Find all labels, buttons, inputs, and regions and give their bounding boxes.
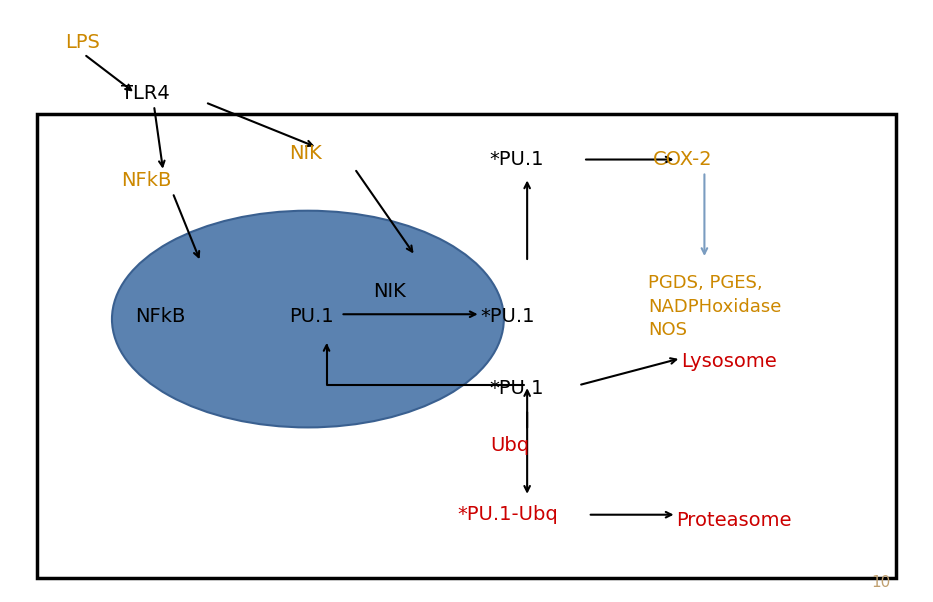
Text: LPS: LPS (65, 33, 100, 52)
Text: TLR4: TLR4 (121, 84, 170, 103)
Text: PGDS, PGES,
NADPHoxidase
NOS: PGDS, PGES, NADPHoxidase NOS (648, 274, 782, 339)
Text: NFkB: NFkB (121, 171, 172, 190)
Text: *PU.1: *PU.1 (490, 379, 544, 398)
Text: Ubq: Ubq (490, 436, 529, 455)
Text: COX-2: COX-2 (653, 150, 713, 169)
Text: PU.1: PU.1 (289, 306, 334, 326)
Text: NIK: NIK (373, 282, 406, 302)
Text: NFkB: NFkB (135, 306, 186, 326)
Text: Lysosome: Lysosome (681, 352, 777, 371)
Text: Proteasome: Proteasome (676, 511, 792, 530)
Ellipse shape (112, 211, 504, 427)
Text: *PU.1: *PU.1 (490, 150, 544, 169)
Text: 10: 10 (871, 576, 891, 590)
FancyBboxPatch shape (37, 114, 896, 578)
Text: *PU.1-Ubq: *PU.1-Ubq (457, 505, 558, 524)
Text: *PU.1: *PU.1 (480, 306, 535, 326)
Text: NIK: NIK (289, 144, 322, 163)
